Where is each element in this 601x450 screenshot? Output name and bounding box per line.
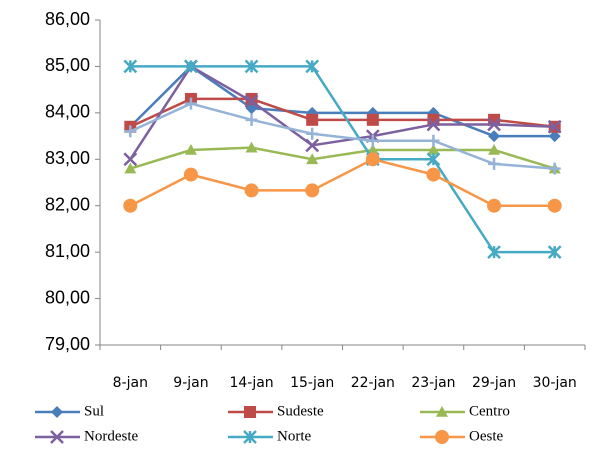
y-tick-label: 83,00 [45, 148, 90, 168]
x-tick-label: 22-jan [351, 375, 395, 391]
data-point [548, 162, 561, 175]
data-point [244, 183, 259, 198]
data-point [488, 130, 501, 143]
data-point [426, 167, 441, 182]
x-tick-label: 23-jan [411, 375, 455, 391]
data-point [366, 134, 379, 147]
legend-marker [51, 406, 63, 418]
legend-label: Sul [84, 403, 104, 419]
data-point [306, 113, 319, 126]
data-point [183, 167, 198, 182]
series-line [130, 65, 555, 254]
legend-label: Norte [277, 428, 311, 444]
data-point [306, 127, 319, 140]
data-point [124, 162, 137, 174]
data-point [547, 198, 562, 213]
data-point [305, 59, 320, 74]
y-tick-label: 84,00 [45, 102, 90, 122]
x-tick-label: 29-jan [472, 375, 516, 391]
data-point [488, 144, 501, 155]
data-point [427, 144, 440, 155]
data-point [487, 198, 502, 213]
legend-label: Sudeste [277, 403, 324, 419]
y-tick-label: 85,00 [45, 55, 90, 75]
data-point [547, 119, 562, 134]
legend-label: Oeste [469, 428, 503, 444]
data-point [306, 153, 319, 165]
data-point [488, 157, 501, 170]
legend-marker [244, 406, 256, 418]
series-line [129, 64, 555, 160]
data-point [184, 97, 197, 110]
data-point [305, 138, 320, 153]
legend-label: Nordeste [84, 428, 138, 444]
data-point [245, 113, 258, 126]
y-tick-label: 81,00 [45, 241, 90, 261]
y-tick-label: 79,00 [45, 334, 90, 354]
y-tick-label: 80,00 [45, 287, 90, 307]
x-tick-label: 30-jan [533, 375, 577, 391]
data-point [366, 144, 379, 155]
data-point [547, 245, 562, 260]
x-tick-label: 8-jan [113, 375, 148, 391]
series-line [129, 102, 555, 170]
series-line [129, 146, 556, 170]
data-point [184, 144, 197, 155]
data-point [184, 59, 198, 74]
legend-label: Centro [469, 403, 510, 419]
data-point [426, 117, 441, 132]
data-point [548, 130, 561, 143]
series-line [129, 157, 555, 207]
data-point [427, 134, 440, 147]
x-tick-label: 14-jan [229, 375, 273, 391]
y-tick-label: 82,00 [45, 194, 90, 214]
data-point [123, 152, 138, 167]
legend-marker [435, 430, 449, 444]
data-point [123, 198, 138, 213]
data-point [426, 152, 441, 167]
data-point [305, 183, 320, 198]
data-point [124, 125, 137, 138]
data-point [366, 113, 379, 126]
data-point [123, 59, 138, 74]
series-line [129, 97, 555, 129]
data-point [487, 245, 501, 260]
data-point [244, 59, 259, 74]
data-point [487, 117, 501, 132]
legend-marker [243, 430, 257, 444]
data-point [365, 152, 380, 167]
x-tick-label: 9-jan [173, 375, 208, 391]
y-tick-label: 86,00 [45, 9, 90, 29]
legend-marker [50, 430, 64, 444]
data-point [244, 94, 259, 109]
data-point [245, 141, 258, 153]
x-tick-label: 15-jan [290, 375, 334, 391]
legend-marker [436, 406, 448, 417]
